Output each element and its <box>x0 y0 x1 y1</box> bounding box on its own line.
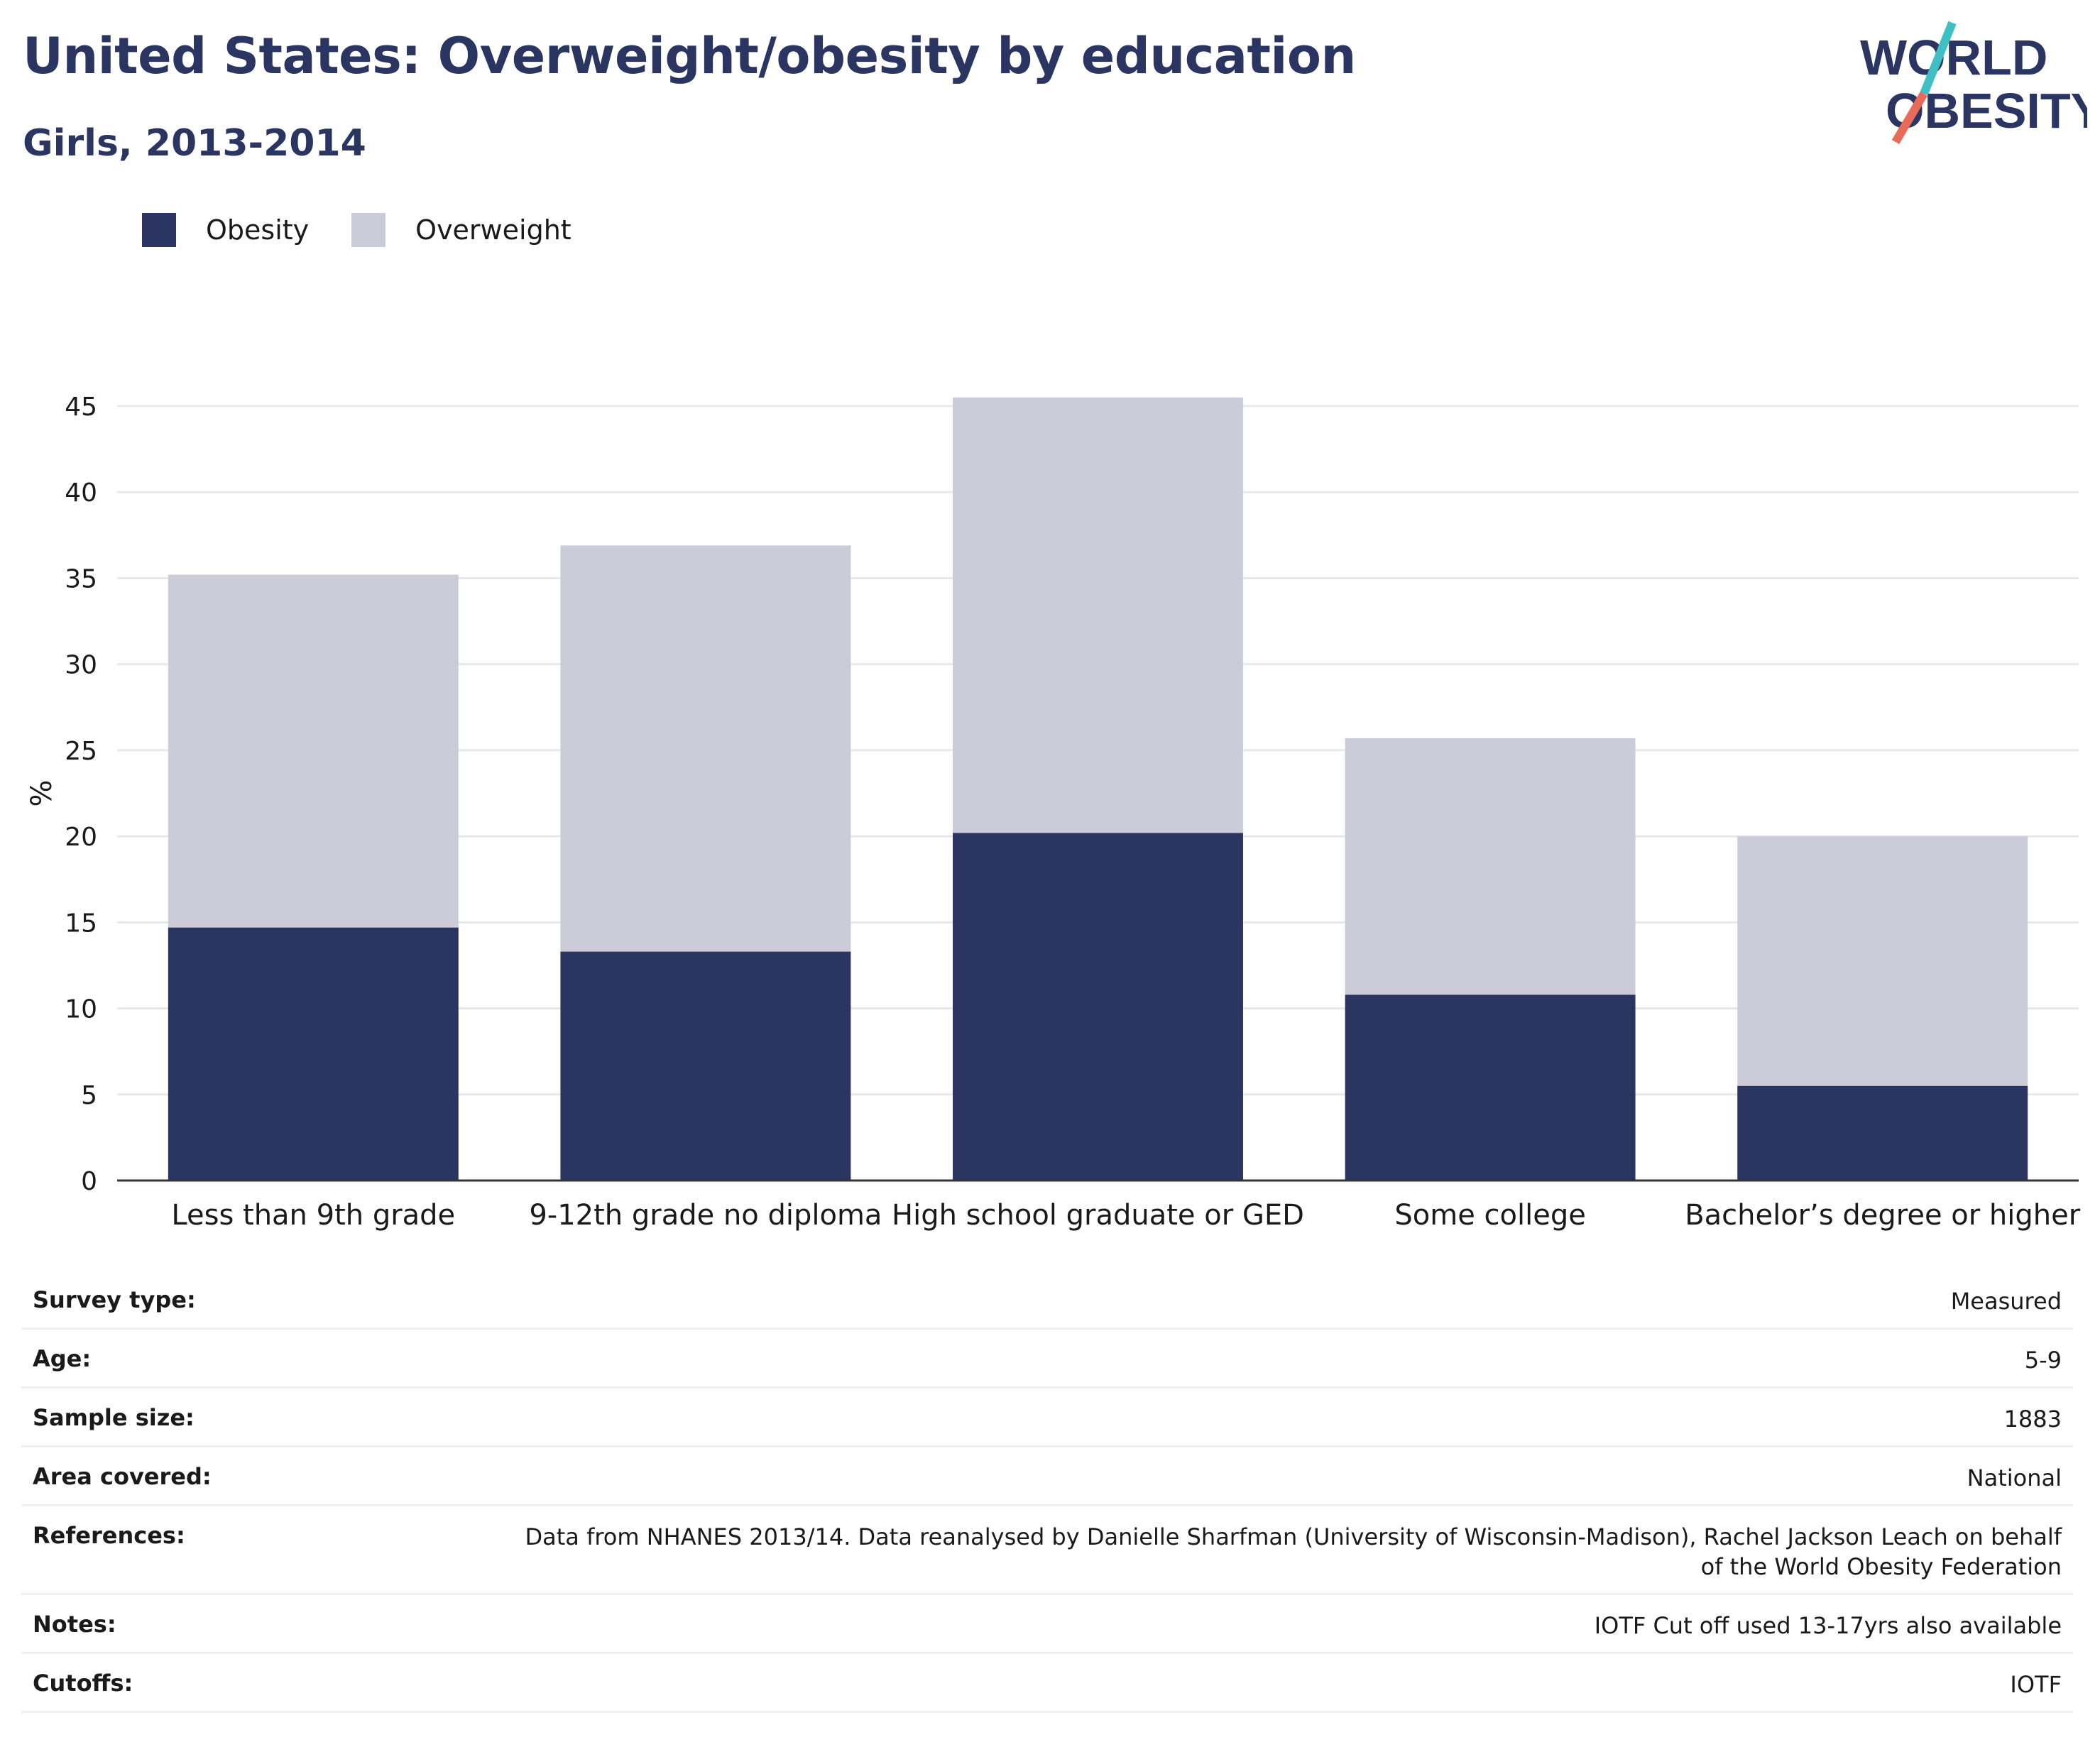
legend-label-obesity: Obesity <box>206 214 310 246</box>
y-axis-label: % <box>26 779 58 806</box>
info-label: Age: <box>33 1345 92 1372</box>
bar-overweight-1 <box>560 545 851 952</box>
x-tick-label: High school graduate or GED <box>892 1199 1304 1232</box>
bar-obesity-3 <box>1345 995 1636 1181</box>
bar-overweight-3 <box>1345 738 1636 995</box>
logo-slash-top <box>1920 21 1957 96</box>
bar-obesity-2 <box>953 833 1243 1181</box>
logo-line-obesity: OBESITY <box>1886 83 2087 138</box>
bar-obesity-1 <box>560 951 851 1181</box>
chart-subtitle: Girls, 2013-2014 <box>23 122 366 165</box>
info-label: References: <box>33 1522 185 1549</box>
info-row-sample-size: Sample size: 1883 <box>21 1389 2073 1447</box>
legend-item-obesity[interactable]: Obesity <box>142 213 309 247</box>
legend: Obesity Overweight <box>142 210 614 250</box>
x-tick-label: Bachelor’s degree or higher <box>1685 1199 2081 1232</box>
info-label: Survey type: <box>33 1286 196 1313</box>
bar-obesity-0 <box>168 927 459 1181</box>
info-table: Survey type: Measured Age: 5-9 Sample si… <box>21 1271 2073 1713</box>
legend-swatch-overweight <box>351 213 386 247</box>
y-tick-label: 35 <box>65 564 97 593</box>
y-tick-label: 45 <box>65 393 97 422</box>
bar-overweight-4 <box>1737 836 2028 1086</box>
info-label: Sample size: <box>33 1404 195 1431</box>
x-tick-label: Less than 9th grade <box>171 1199 455 1232</box>
info-row-notes: Notes: IOTF Cut off used 13-17yrs also a… <box>21 1595 2073 1654</box>
bar-overweight-2 <box>953 397 1243 833</box>
logo-line-world: WORLD <box>1860 30 2047 85</box>
y-tick-label: 20 <box>65 823 97 852</box>
info-label: Notes: <box>33 1611 116 1638</box>
world-obesity-logo: WORLD OBESITY <box>1860 21 2087 145</box>
y-tick-label: 40 <box>65 478 97 508</box>
y-tick-label: 10 <box>65 995 97 1024</box>
info-value: IOTF Cut off used 13-17yrs also availabl… <box>1594 1612 2062 1639</box>
x-tick-label: 9-12th grade no diploma <box>529 1199 882 1232</box>
info-row-area-covered: Area covered: National <box>21 1447 2073 1506</box>
legend-item-overweight[interactable]: Overweight <box>351 213 572 247</box>
legend-swatch-obesity <box>142 213 176 247</box>
info-label: Area covered: <box>33 1463 212 1490</box>
info-value: National <box>1967 1464 2062 1491</box>
info-row-age: Age: 5-9 <box>21 1330 2073 1389</box>
y-tick-label: 15 <box>65 909 97 938</box>
logo-slash-bottom <box>1891 91 1928 145</box>
x-tick-label: Some college <box>1394 1199 1585 1232</box>
info-value: 1883 <box>2003 1406 2062 1433</box>
info-label: Cutoffs: <box>33 1670 133 1697</box>
info-value: IOTF <box>2010 1671 2062 1698</box>
y-tick-label: 25 <box>65 737 97 766</box>
y-tick-label: 5 <box>81 1081 97 1110</box>
y-tick-label: 30 <box>65 651 97 680</box>
info-row-references: References: Data from NHANES 2013/14. Da… <box>21 1506 2073 1595</box>
info-row-survey-type: Survey type: Measured <box>21 1271 2073 1330</box>
stacked-bar-chart: 0 5 10 15 20 25 30 35 40 45% Less than 9th grade 9-… <box>26 393 2081 1232</box>
chart-title: United States: Overweight/obesity by edu… <box>23 27 1356 85</box>
bar-obesity-4 <box>1737 1085 2028 1181</box>
info-value: Measured <box>1950 1288 2062 1315</box>
info-value: 5-9 <box>2024 1347 2062 1374</box>
info-value: Data from NHANES 2013/14. Data reanalyse… <box>525 1523 2062 1580</box>
bar-overweight-0 <box>168 574 459 928</box>
y-tick-label: 0 <box>81 1167 97 1196</box>
info-row-cutoffs: Cutoffs: IOTF <box>21 1654 2073 1713</box>
legend-label-overweight: Overweight <box>415 214 572 246</box>
